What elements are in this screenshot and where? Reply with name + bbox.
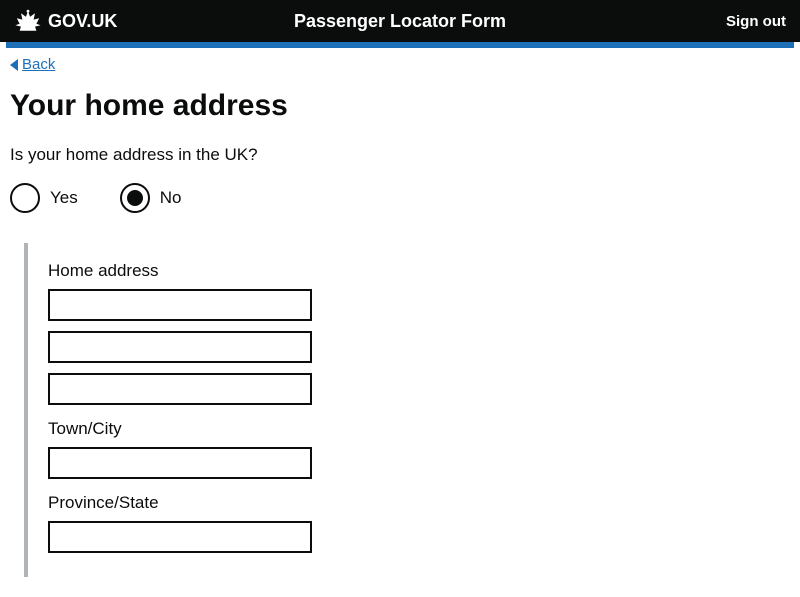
back-caret-icon [10, 59, 18, 71]
crown-icon [14, 9, 42, 33]
sign-out-link[interactable]: Sign out [726, 13, 786, 30]
province-label: Province/State [48, 493, 790, 513]
field-group-province: Province/State [48, 493, 790, 553]
province-input[interactable] [48, 521, 312, 553]
radio-dot-icon [127, 190, 143, 206]
main-content: Back Your home address Is your home addr… [0, 48, 800, 597]
radio-group-uk-address: Yes No [10, 183, 790, 213]
home-address-line2-input[interactable] [48, 331, 312, 363]
radio-circle-icon [120, 183, 150, 213]
field-group-town: Town/City [48, 419, 790, 479]
back-link-label: Back [22, 56, 55, 73]
site-logo[interactable]: GOV.UK [14, 9, 117, 33]
town-input[interactable] [48, 447, 312, 479]
radio-no[interactable]: No [120, 183, 182, 213]
site-header: GOV.UK Passenger Locator Form Sign out [0, 0, 800, 42]
home-address-line1-input[interactable] [48, 289, 312, 321]
page-title: Your home address [10, 89, 790, 123]
radio-no-label: No [160, 188, 182, 208]
back-link[interactable]: Back [10, 56, 55, 73]
radio-yes-label: Yes [50, 188, 78, 208]
site-name: GOV.UK [48, 11, 117, 32]
question-text: Is your home address in the UK? [10, 145, 790, 165]
field-group-home-address: Home address [48, 261, 790, 405]
radio-yes[interactable]: Yes [10, 183, 78, 213]
town-label: Town/City [48, 419, 790, 439]
home-address-line3-input[interactable] [48, 373, 312, 405]
conditional-address-section: Home address Town/City Province/State [24, 243, 790, 577]
radio-circle-icon [10, 183, 40, 213]
service-title: Passenger Locator Form [294, 11, 506, 32]
home-address-label: Home address [48, 261, 790, 281]
